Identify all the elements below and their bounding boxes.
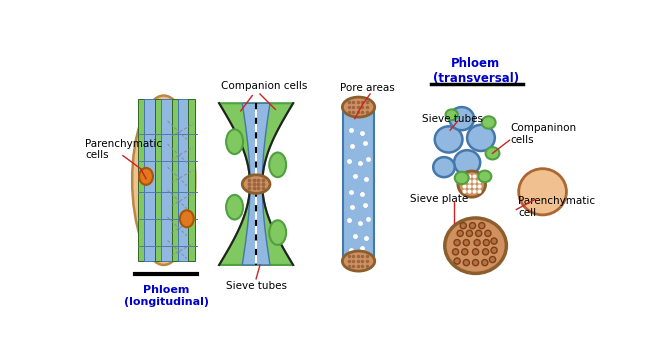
Polygon shape	[219, 103, 293, 265]
Ellipse shape	[242, 175, 270, 193]
Ellipse shape	[476, 230, 482, 236]
Text: Phloem
(longitudinal): Phloem (longitudinal)	[124, 285, 209, 306]
Ellipse shape	[343, 97, 374, 117]
Ellipse shape	[132, 95, 195, 265]
Ellipse shape	[489, 256, 495, 263]
Text: Pore areas: Pore areas	[341, 83, 395, 93]
Text: Sieve plate: Sieve plate	[410, 194, 469, 204]
Ellipse shape	[460, 222, 466, 229]
Bar	[144, 99, 155, 261]
Text: Companion cells: Companion cells	[220, 81, 307, 91]
Bar	[172, 99, 180, 261]
Ellipse shape	[226, 129, 243, 154]
Ellipse shape	[469, 222, 476, 229]
Ellipse shape	[452, 249, 459, 255]
Ellipse shape	[482, 249, 489, 255]
Bar	[343, 107, 374, 261]
Ellipse shape	[486, 147, 499, 160]
Ellipse shape	[482, 260, 488, 266]
Ellipse shape	[433, 157, 455, 177]
Ellipse shape	[491, 238, 497, 244]
Ellipse shape	[457, 230, 463, 236]
Bar	[155, 99, 163, 261]
Ellipse shape	[478, 222, 485, 229]
Ellipse shape	[226, 195, 243, 220]
Text: Companinon
cells: Companinon cells	[510, 123, 577, 145]
Bar	[188, 99, 195, 261]
Ellipse shape	[454, 150, 480, 175]
Ellipse shape	[455, 172, 469, 184]
Text: Parenchymatic
cell: Parenchymatic cell	[518, 196, 595, 218]
Ellipse shape	[343, 251, 374, 271]
Polygon shape	[242, 103, 270, 265]
Text: Phloem
(transversal): Phloem (transversal)	[432, 57, 519, 85]
Ellipse shape	[473, 249, 478, 255]
Ellipse shape	[485, 230, 491, 236]
Ellipse shape	[463, 260, 469, 266]
Ellipse shape	[491, 247, 497, 253]
Ellipse shape	[478, 171, 491, 182]
Ellipse shape	[454, 239, 460, 246]
Text: Parenchymatic
cells: Parenchymatic cells	[85, 139, 162, 160]
Ellipse shape	[449, 107, 474, 130]
Ellipse shape	[454, 258, 460, 264]
Ellipse shape	[269, 220, 286, 245]
Ellipse shape	[462, 249, 468, 255]
Ellipse shape	[519, 169, 566, 215]
Ellipse shape	[467, 125, 495, 151]
Ellipse shape	[458, 171, 486, 197]
Ellipse shape	[445, 109, 458, 120]
Ellipse shape	[463, 239, 469, 246]
Text: Sieve tubes: Sieve tubes	[226, 281, 287, 291]
Ellipse shape	[473, 260, 478, 266]
Ellipse shape	[139, 168, 153, 185]
Bar	[138, 99, 146, 261]
Ellipse shape	[180, 210, 194, 227]
Text: Sieve tubes: Sieve tubes	[422, 113, 483, 124]
Ellipse shape	[474, 239, 480, 246]
Ellipse shape	[269, 153, 286, 177]
Ellipse shape	[435, 126, 463, 153]
Ellipse shape	[466, 230, 473, 236]
Ellipse shape	[482, 116, 495, 129]
Ellipse shape	[484, 239, 489, 246]
Bar	[161, 99, 172, 261]
Bar	[178, 99, 189, 261]
Ellipse shape	[445, 218, 506, 273]
